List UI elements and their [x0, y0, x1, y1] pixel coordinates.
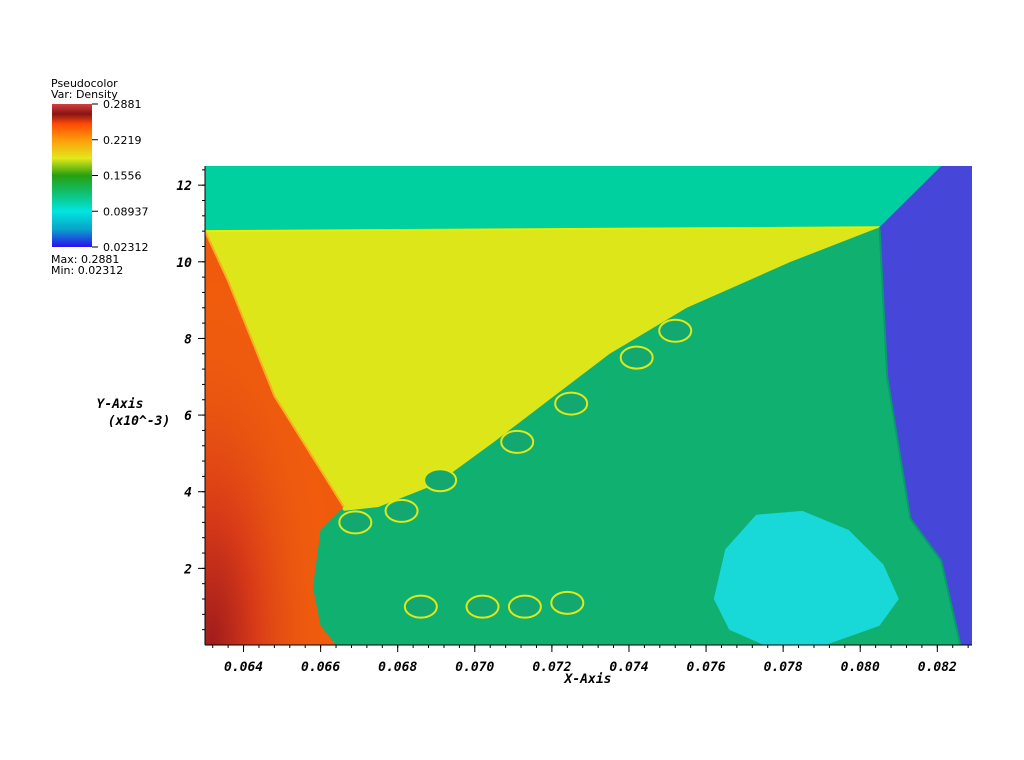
vortex-roll [500, 429, 535, 454]
x-tick-label: 0.072 [532, 660, 571, 675]
legend-tick-label: 0.02312 [103, 241, 149, 254]
reflected-shock [205, 230, 345, 508]
region-post-shock-yellow [205, 227, 880, 511]
y-tick-label: 8 [184, 332, 192, 347]
axes: 0.064 0.066 0.068 0.070 0.072 0.074 0.076 0.078… [97, 166, 972, 687]
vortex-roll [403, 594, 438, 619]
shock-front-top [205, 226, 880, 233]
x-tick-label: 0.082 [918, 660, 957, 675]
legend-max: Max: 0.2881 [51, 253, 120, 266]
vortex-roll [465, 594, 500, 619]
y-tick-label: 10 [176, 256, 192, 271]
region-ambient-top [205, 166, 942, 232]
y-tick-label: 2 [183, 562, 192, 577]
y-axis-label: Y-Axis [97, 397, 144, 412]
y-tick-label: 6 [184, 409, 192, 424]
legend-variable: Var: Density [51, 88, 118, 101]
x-tick-label: 0.066 [301, 660, 340, 675]
y-axis-scale-label: (x10^-3) [108, 414, 171, 429]
x-tick-label: 0.068 [378, 660, 417, 675]
x-axis-label: X-Axis [564, 672, 612, 687]
x-tick-label: 0.070 [455, 660, 494, 675]
legend-min: Min: 0.02312 [51, 264, 124, 277]
vortex-roll [658, 318, 693, 343]
dense-region-shading [205, 231, 344, 645]
region-bubble-halo [713, 510, 899, 645]
colorbar [52, 104, 92, 247]
vortex-roll [423, 468, 458, 493]
legend-tick-label: 0.2219 [103, 134, 142, 147]
y-tick-label: 4 [184, 486, 192, 501]
x-tick-label: 0.076 [686, 660, 725, 675]
color-legend: 0.2881 0.2219 0.1556 0.08937 0.02312 [52, 98, 149, 254]
legend-tick-label: 0.08937 [103, 205, 149, 218]
x-tick-label: 0.080 [841, 660, 880, 675]
x-tick-label: 0.074 [609, 660, 648, 675]
shock-front-right [878, 227, 962, 645]
vortex-roll [507, 594, 542, 619]
vortex-roll [338, 510, 373, 535]
vortex-roll [619, 345, 654, 370]
legend-tick-label: 0.1556 [103, 170, 142, 183]
plot-area [205, 166, 972, 645]
vortex-roll [384, 498, 419, 523]
legend-title: Pseudocolor [51, 77, 118, 90]
vortex-roll [550, 590, 585, 615]
legend-tick-label: 0.2881 [103, 98, 142, 111]
region-unshocked-right [879, 166, 972, 645]
vortex-roll [554, 391, 589, 416]
y-tick-label: 12 [176, 179, 192, 194]
x-tick-label: 0.064 [224, 660, 263, 675]
x-tick-label: 0.078 [764, 660, 803, 675]
